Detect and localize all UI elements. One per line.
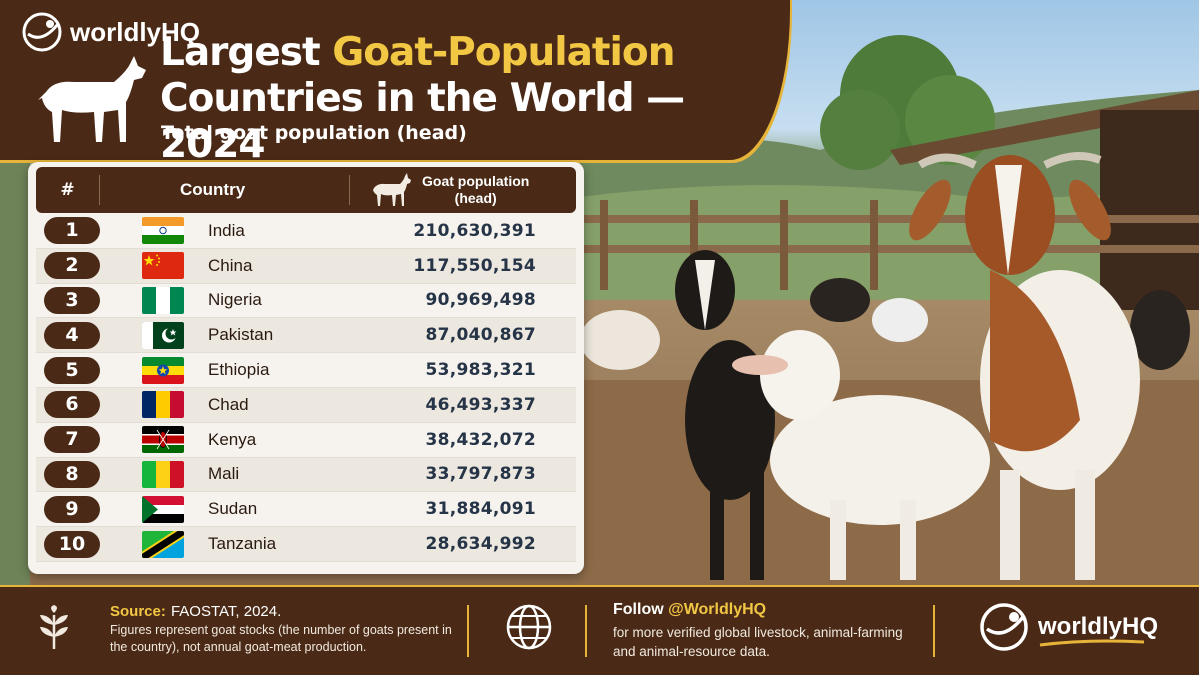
column-header-population-unit: (head) [454, 190, 497, 206]
table-row: 4 Pakistan 87,040,867 [36, 318, 576, 354]
table-row: 10 Tanzania 28,634,992 [36, 527, 576, 562]
goat-population-value: 28,634,992 [425, 534, 536, 555]
footer: Source: FAOSTAT, 2024. Figures represent… [0, 585, 1199, 675]
table-row: 5 Ethiopia 53,983,321 [36, 353, 576, 388]
follow-handle-link[interactable]: @WorldlyHQ [668, 601, 767, 618]
source-value: FAOSTAT, 2024. [170, 603, 282, 620]
goat-population-value: 117,550,154 [413, 255, 536, 276]
goat-population-value: 46,493,337 [425, 394, 536, 415]
table-header: # Country Goat population (head) [36, 167, 576, 213]
title-line1-highlight: Goat-Population [332, 30, 675, 75]
country-name: Chad [208, 394, 249, 414]
table-row: 3 Nigeria 90,969,498 [36, 284, 576, 319]
title-line2: Countries in the World — 2024 [160, 76, 685, 160]
column-header-population-label: Goat population [422, 173, 530, 189]
country-name: China [208, 255, 253, 275]
footer-brand: worldlyHQ [978, 601, 1158, 653]
flag-ethiopia-icon [142, 356, 184, 384]
worldlyhq-logo-icon [980, 603, 1028, 651]
table-row: 6 Chad 46,493,337 [36, 387, 576, 423]
follow-prefix: Follow [613, 601, 669, 618]
rank-badge: 7 [44, 426, 100, 454]
rank-badge: 2 [44, 252, 100, 280]
follow-line: Follow @WorldlyHQ [613, 601, 766, 619]
page-subtitle: Total goat population (head) [161, 122, 467, 144]
goat-population-value: 87,040,867 [425, 325, 536, 346]
country-name: Sudan [208, 499, 258, 519]
country-name: Kenya [208, 429, 257, 449]
flag-sudan-icon [142, 495, 184, 523]
flag-india-icon [142, 217, 184, 245]
goat-header-icon [373, 173, 411, 206]
country-name: India [208, 220, 245, 240]
table-row: 9 Sudan 31,884,091 [36, 492, 576, 528]
rank-badge: 6 [44, 391, 100, 419]
header-brand: worldlyHQ [20, 10, 200, 54]
table-row: 2 China 117,550,154 [36, 248, 576, 284]
footer-divider [467, 605, 469, 657]
column-header-rank: # [36, 175, 100, 205]
rank-badge: 8 [44, 460, 100, 488]
country-name: Pakistan [208, 325, 274, 345]
header-banner: worldlyHQ Largest Goat-Population Countr… [0, 0, 790, 160]
country-name: Ethiopia [208, 360, 270, 380]
flag-pakistan-icon [142, 321, 184, 349]
rank-badge: 4 [44, 321, 100, 349]
rank-badge: 3 [44, 286, 100, 314]
country-name: Tanzania [208, 534, 277, 554]
footer-divider [585, 605, 587, 657]
goat-population-value: 33,797,873 [425, 464, 536, 485]
footer-divider [933, 605, 935, 657]
column-header-country: Country [100, 175, 350, 205]
header-brand-text: worldlyHQ [70, 16, 201, 47]
title-line1-white: Largest [160, 30, 333, 75]
table-row: 8 Mali 33,797,873 [36, 457, 576, 493]
source-line: Source: FAOSTAT, 2024. [110, 601, 281, 620]
plant-icon [40, 605, 68, 649]
globe-icon [506, 604, 552, 650]
flag-chad-icon [142, 391, 184, 419]
flag-nigeria-icon [142, 286, 184, 314]
column-header-population: Goat population (head) [350, 172, 576, 208]
ranking-table: # Country Goat population (head) 1 India… [28, 162, 584, 574]
table-body: 1 India 210,630,391 2 China 117,550,154 … [36, 214, 576, 562]
goat-population-value: 53,983,321 [425, 360, 536, 381]
rank-badge: 10 [44, 530, 100, 558]
follow-note: for more verified global livestock, anim… [613, 625, 903, 659]
country-name: Nigeria [208, 290, 262, 310]
flag-mali-icon [142, 460, 184, 488]
goat-population-value: 38,432,072 [425, 429, 536, 450]
rank-badge: 1 [44, 217, 100, 245]
page-title: Largest Goat-Population Countries in the… [160, 30, 790, 160]
flag-tanzania-icon [142, 530, 184, 558]
rank-badge: 5 [44, 356, 100, 384]
flag-china-icon [142, 252, 184, 280]
rank-badge: 9 [44, 495, 100, 523]
table-row: 1 India 210,630,391 [36, 214, 576, 249]
goat-icon [38, 56, 146, 142]
footer-brand-text: worldlyHQ [1038, 613, 1159, 640]
flag-kenya-icon [142, 426, 184, 454]
country-name: Mali [208, 464, 240, 484]
source-note: Figures represent goat stocks (the numbe… [110, 623, 452, 654]
brand-underline [1039, 639, 1145, 647]
goat-population-value: 90,969,498 [425, 290, 536, 311]
goat-population-value: 210,630,391 [413, 220, 536, 241]
goat-population-value: 31,884,091 [425, 499, 536, 520]
table-row: 7 Kenya 38,432,072 [36, 423, 576, 458]
source-label: Source: [110, 603, 166, 620]
worldlyhq-logo-icon [22, 12, 62, 52]
